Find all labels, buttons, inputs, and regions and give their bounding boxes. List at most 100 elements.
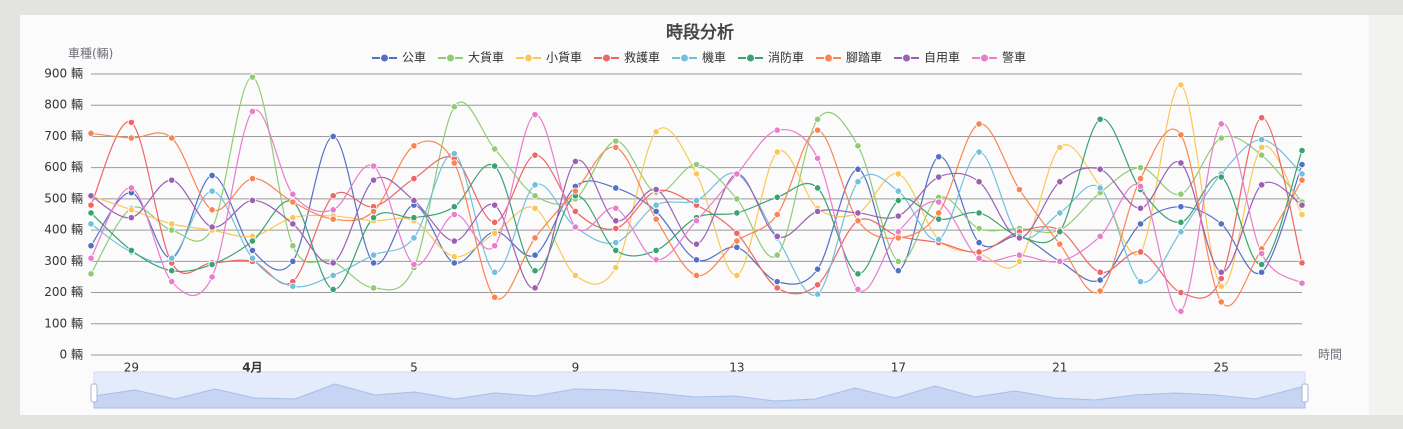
data-point [733, 170, 741, 178]
data-point [410, 174, 418, 183]
legend-item[interactable]: 小貨車 [516, 50, 582, 65]
y-tick-label: 0 輛 [60, 348, 83, 362]
data-point [1015, 251, 1024, 259]
data-point [1258, 268, 1266, 276]
data-point [491, 145, 499, 153]
legend-item[interactable]: 警車 [972, 50, 1026, 65]
legend-marker [602, 53, 611, 63]
data-point [1217, 220, 1225, 228]
data-point [652, 128, 660, 136]
zoom-handle-left[interactable] [90, 383, 98, 403]
data-point [733, 271, 741, 279]
data-point [1136, 204, 1145, 212]
data-point [491, 229, 499, 237]
data-point [894, 228, 902, 236]
data-point [450, 159, 458, 167]
data-point [1258, 114, 1266, 122]
data-point [733, 243, 741, 251]
data-point [289, 190, 297, 198]
data-point [894, 187, 902, 195]
data-point [1056, 257, 1064, 265]
legend-label: 機車 [702, 50, 726, 65]
data-point [1258, 143, 1266, 151]
legend-item[interactable]: 腳踏車 [816, 51, 882, 65]
legend-item[interactable]: 機車 [672, 50, 726, 65]
data-point [1096, 232, 1104, 240]
data-point [1177, 81, 1185, 89]
data-point [894, 257, 902, 265]
data-point [369, 207, 378, 215]
data-point [248, 107, 257, 116]
data-point [1015, 257, 1024, 265]
data-point [1096, 115, 1104, 123]
data-point [208, 187, 216, 195]
data-point [491, 268, 499, 276]
data-point [1298, 176, 1306, 184]
data-point [491, 242, 499, 250]
data-point [854, 178, 862, 186]
data-point [975, 248, 983, 256]
data-point [612, 263, 620, 272]
legend-label: 救護車 [624, 50, 660, 65]
data-point [975, 239, 983, 247]
chart-title: 時段分析 [666, 22, 734, 43]
data-point [450, 253, 458, 261]
legend-marker [902, 53, 911, 63]
legend-marker [680, 53, 689, 63]
data-point [1217, 298, 1225, 306]
data-point [571, 223, 580, 231]
data-point [1096, 165, 1104, 173]
data-point [1136, 174, 1145, 183]
data-point [531, 267, 539, 275]
data-point [854, 165, 862, 173]
data-point [894, 212, 902, 220]
data-point [1096, 276, 1104, 284]
data-point [1298, 259, 1306, 267]
legend-item[interactable]: 消防車 [738, 50, 804, 65]
data-point [531, 204, 539, 212]
data-point [1177, 228, 1185, 236]
zoom-shadow [93, 383, 1306, 409]
data-point [813, 281, 822, 289]
data-point [612, 217, 620, 225]
data-zoom[interactable] [90, 371, 1309, 409]
legend-item[interactable]: 公車 [372, 51, 426, 65]
data-point [329, 259, 337, 267]
data-point [692, 271, 701, 279]
legend-item[interactable]: 大貨車 [438, 50, 504, 65]
data-point [531, 151, 539, 159]
data-point [410, 196, 418, 205]
data-point [1217, 173, 1225, 181]
data-point [369, 284, 378, 292]
data-point [854, 217, 862, 225]
data-point [1177, 203, 1185, 211]
data-point [168, 176, 176, 184]
data-point [1136, 248, 1145, 256]
data-point [410, 234, 418, 242]
legend-item[interactable]: 自用車 [894, 51, 960, 65]
x-axis-label: 時間 [1318, 348, 1342, 362]
data-point [208, 223, 216, 231]
data-point [369, 162, 378, 170]
data-point [692, 256, 701, 264]
data-point [1177, 159, 1185, 167]
data-point [733, 209, 741, 217]
data-point [652, 246, 660, 255]
data-point [450, 103, 458, 111]
data-point [1298, 210, 1306, 219]
data-point [369, 259, 378, 267]
legend-item[interactable]: 救護車 [594, 50, 660, 65]
data-point [450, 150, 458, 158]
zoom-handle-right[interactable] [1301, 383, 1309, 403]
data-point [813, 115, 822, 123]
data-point [410, 260, 418, 269]
data-point [935, 173, 943, 181]
data-point [773, 284, 781, 292]
data-point [612, 204, 620, 212]
data-point [1177, 218, 1185, 226]
data-point [733, 237, 741, 245]
data-point [1096, 184, 1104, 192]
data-point [1136, 278, 1145, 286]
legend-marker [446, 53, 455, 63]
data-point [692, 170, 701, 178]
